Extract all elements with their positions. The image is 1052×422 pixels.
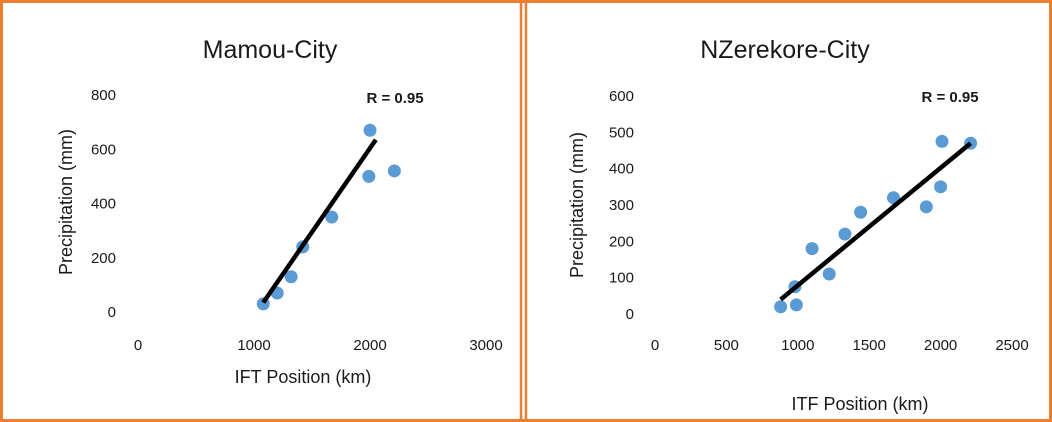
y-tick-label: 500 — [609, 124, 634, 141]
x-tick-label: 1000 — [781, 337, 814, 354]
data-point — [325, 210, 339, 224]
data-point — [789, 298, 803, 312]
y-tick-label: 400 — [91, 196, 116, 213]
x-tick-label: 1000 — [237, 337, 270, 354]
x-tick-label: 500 — [714, 337, 739, 354]
y-tick-label: 400 — [609, 161, 634, 178]
y-tick-label: 0 — [108, 304, 116, 321]
x-tick-label: 0 — [651, 337, 659, 354]
correlation-label: R = 0.95 — [921, 89, 978, 106]
chart-panel-1: Mamou-City 0 200 400 600 800 0 1000 2000 3000 IFT … — [56, 36, 503, 387]
chart-panel-2: NZerekore-City 0 100 200 300 400 500 600 0 500 100… — [567, 36, 1029, 414]
x-tick-label: 1500 — [853, 337, 886, 354]
y-axis-label: Precipitation (mm) — [567, 132, 587, 278]
data-point — [363, 123, 377, 137]
y-tick-label: 200 — [91, 250, 116, 267]
data-point — [822, 267, 836, 281]
x-axis-label: IFT Position (km) — [235, 367, 372, 387]
x-tick-label: 0 — [134, 337, 142, 354]
data-point — [774, 300, 788, 314]
x-tick-label: 2500 — [995, 337, 1028, 354]
trendline — [261, 138, 378, 304]
y-tick-label: 100 — [609, 270, 634, 287]
data-point — [886, 191, 900, 205]
data-point — [362, 169, 376, 183]
data-point — [805, 242, 819, 256]
correlation-label: R = 0.95 — [366, 90, 423, 107]
x-tick-label: 2000 — [924, 337, 957, 354]
x-tick-label: 3000 — [469, 337, 502, 354]
data-point — [919, 200, 933, 214]
y-tick-label: 200 — [609, 233, 634, 250]
data-point — [387, 164, 401, 178]
y-tick-label: 800 — [91, 87, 116, 104]
data-point — [838, 227, 852, 241]
x-axis-label: ITF Position (km) — [791, 394, 928, 414]
chart-title: NZerekore-City — [700, 36, 870, 64]
data-point — [854, 205, 868, 219]
data-point — [935, 134, 949, 148]
chart-title: Mamou-City — [203, 36, 338, 64]
data-point — [934, 180, 948, 194]
y-axis-label: Precipitation (mm) — [56, 129, 76, 275]
x-tick-label: 2000 — [353, 337, 386, 354]
y-tick-label: 600 — [91, 141, 116, 158]
data-point — [284, 270, 298, 284]
y-tick-label: 300 — [609, 197, 634, 214]
y-tick-label: 0 — [626, 306, 634, 323]
y-tick-label: 600 — [609, 88, 634, 105]
trendline — [779, 141, 973, 302]
